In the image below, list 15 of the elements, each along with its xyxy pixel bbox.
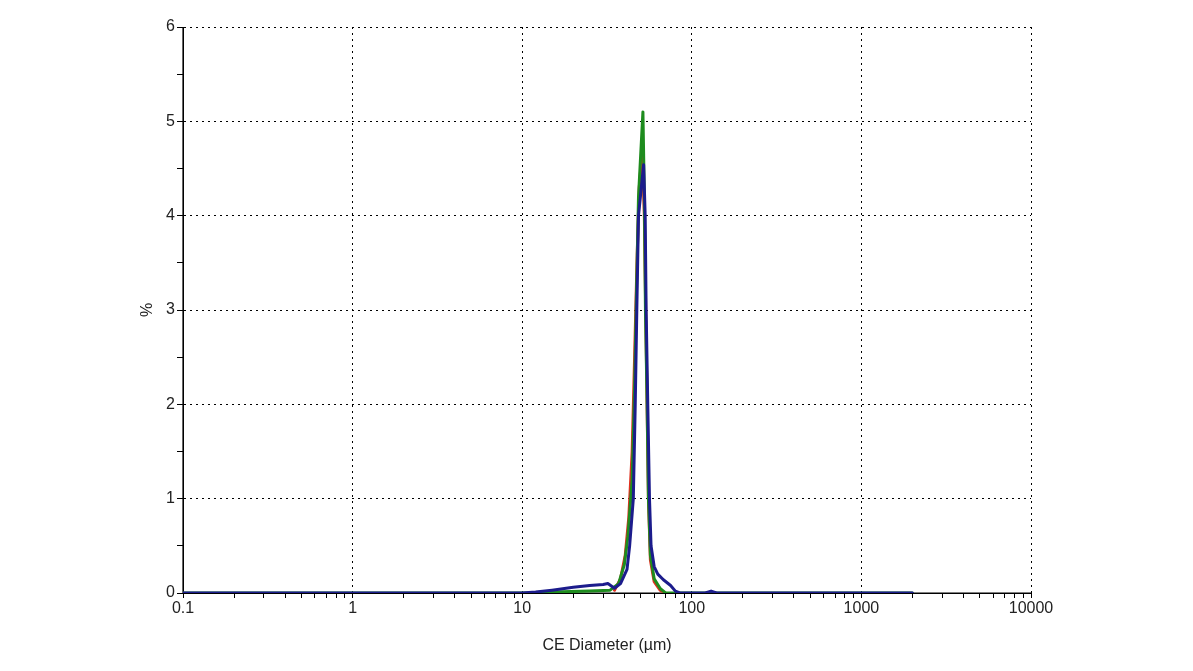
y-tick-label: 2 bbox=[166, 394, 176, 412]
y-tick-label: 0 bbox=[166, 583, 176, 601]
x-tick-label: 10 bbox=[513, 599, 532, 617]
x-axis-title: CE Diameter (µm) bbox=[542, 635, 672, 653]
y-axis-title: % bbox=[138, 302, 156, 318]
x-tick-label: 1000 bbox=[843, 599, 880, 617]
y-tick-label: 4 bbox=[166, 206, 176, 224]
x-tick-label: 0.1 bbox=[171, 599, 195, 617]
y-tick-label: 3 bbox=[166, 300, 176, 318]
x-tick-label: 10000 bbox=[1008, 599, 1054, 617]
x-tick-label: 1 bbox=[348, 599, 358, 617]
y-tick-label: 5 bbox=[166, 111, 176, 129]
x-tick-label: 100 bbox=[678, 599, 706, 617]
y-tick-label: 1 bbox=[166, 489, 176, 507]
y-tick-label: 6 bbox=[166, 17, 176, 35]
